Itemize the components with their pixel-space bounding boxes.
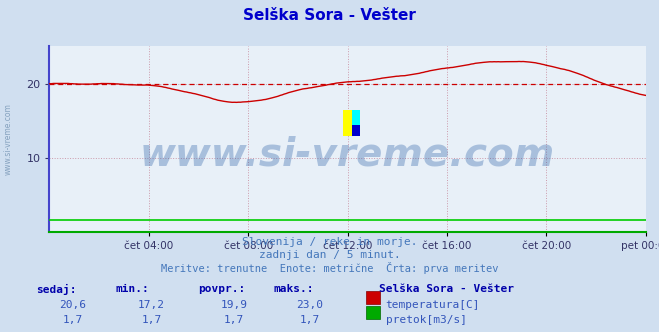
Text: temperatura[C]: temperatura[C] <box>386 300 480 310</box>
Text: maks.:: maks.: <box>273 284 314 294</box>
Text: 1,7: 1,7 <box>224 315 244 325</box>
Text: Meritve: trenutne  Enote: metrične  Črta: prva meritev: Meritve: trenutne Enote: metrične Črta: … <box>161 262 498 274</box>
Text: 1,7: 1,7 <box>142 315 161 325</box>
Bar <box>352 125 360 136</box>
Text: 17,2: 17,2 <box>138 300 165 310</box>
Text: www.si-vreme.com: www.si-vreme.com <box>140 135 556 173</box>
Text: Selška Sora - Vešter: Selška Sora - Vešter <box>379 284 514 294</box>
Text: pretok[m3/s]: pretok[m3/s] <box>386 315 467 325</box>
Text: 23,0: 23,0 <box>297 300 323 310</box>
Bar <box>343 110 352 136</box>
Text: sedaj:: sedaj: <box>36 284 76 295</box>
Text: min.:: min.: <box>115 284 149 294</box>
Text: Slovenija / reke in morje.: Slovenija / reke in morje. <box>242 237 417 247</box>
Text: 1,7: 1,7 <box>300 315 320 325</box>
Text: povpr.:: povpr.: <box>198 284 245 294</box>
Text: www.si-vreme.com: www.si-vreme.com <box>4 104 13 175</box>
Text: 19,9: 19,9 <box>221 300 247 310</box>
Text: 1,7: 1,7 <box>63 315 82 325</box>
Text: Selška Sora - Vešter: Selška Sora - Vešter <box>243 8 416 23</box>
Text: zadnji dan / 5 minut.: zadnji dan / 5 minut. <box>258 250 401 260</box>
Text: 20,6: 20,6 <box>59 300 86 310</box>
Bar <box>352 110 360 125</box>
